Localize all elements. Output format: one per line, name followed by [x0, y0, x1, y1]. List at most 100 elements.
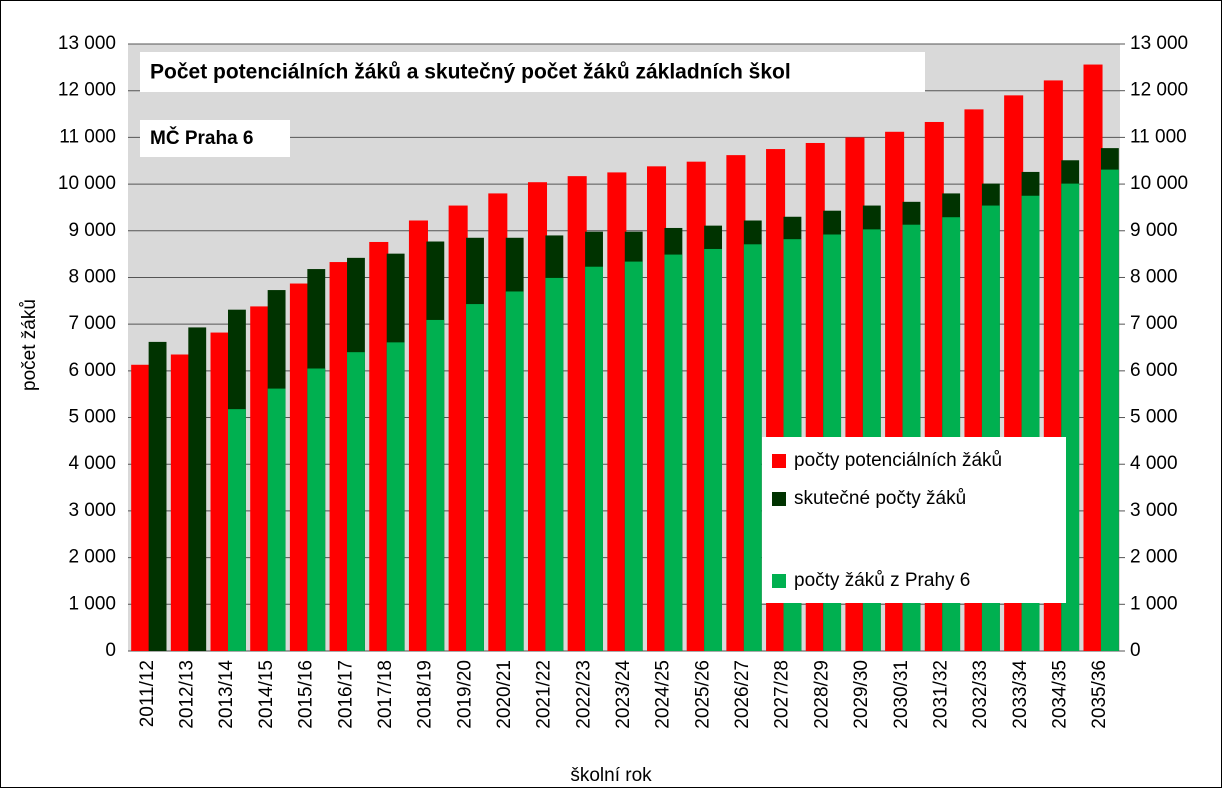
- y2-tick-label: 0: [1130, 640, 1141, 661]
- legend-swatch: [772, 454, 786, 468]
- x-tick-label: 2017/18: [375, 660, 396, 729]
- y2-tick-label: 4 000: [1130, 453, 1178, 474]
- y-tick-label: 12 000: [58, 80, 116, 101]
- bar: [743, 244, 762, 651]
- x-tick-label: 2029/30: [851, 660, 872, 729]
- y-tick-label: 1 000: [68, 593, 116, 614]
- y-tick-label: 9 000: [68, 220, 116, 241]
- bar: [289, 283, 309, 651]
- bar: [545, 277, 564, 651]
- bar: [347, 352, 365, 651]
- bar: [505, 291, 524, 651]
- x-tick-label: 2016/17: [335, 660, 356, 729]
- bar: [488, 193, 508, 651]
- bar: [408, 220, 428, 651]
- x-tick-label: 2026/27: [732, 660, 753, 729]
- y-tick-label: 10 000: [58, 173, 116, 194]
- x-tick-label: 2013/14: [216, 660, 237, 729]
- x-tick-label: 2022/23: [573, 660, 594, 729]
- x-tick-label: 2018/19: [415, 660, 436, 729]
- y2-tick-label: 11 000: [1130, 126, 1187, 147]
- x-axis-label: školní rok: [570, 765, 652, 786]
- bar: [148, 341, 167, 651]
- legend-label: skutečné počty žáků: [794, 488, 966, 509]
- y2-tick-label: 1 000: [1130, 593, 1178, 614]
- legend-swatch: [772, 492, 786, 506]
- bar: [466, 304, 484, 651]
- y2-tick-label: 12 000: [1130, 80, 1188, 101]
- bar: [426, 319, 445, 651]
- bar: [188, 327, 207, 651]
- bar: [267, 388, 286, 651]
- bar: [1083, 64, 1103, 651]
- bar: [307, 368, 326, 651]
- bar: [227, 409, 246, 651]
- y-tick-label: 8 000: [68, 266, 116, 287]
- bar: [329, 262, 349, 651]
- x-tick-label: 2035/36: [1089, 660, 1110, 729]
- subtitle-box: [140, 120, 290, 157]
- x-tick-label: 2011/12: [137, 660, 158, 727]
- chart-subtitle: MČ Praha 6: [150, 127, 253, 149]
- bar: [250, 306, 270, 651]
- y2-tick-label: 10 000: [1130, 173, 1188, 194]
- bar: [704, 248, 723, 651]
- y-tick-label: 4 000: [68, 453, 116, 474]
- y2-tick-label: 8 000: [1130, 266, 1178, 287]
- y-tick-label: 3 000: [68, 500, 116, 521]
- bar: [664, 254, 683, 651]
- x-tick-label: 2020/21: [494, 660, 515, 729]
- y2-tick-label: 7 000: [1130, 313, 1178, 334]
- bar: [624, 261, 643, 651]
- bar: [131, 364, 151, 651]
- x-tick-label: 2028/29: [811, 660, 832, 729]
- bar: [607, 172, 627, 651]
- x-tick-label: 2033/34: [1010, 660, 1031, 729]
- bar: [1100, 169, 1119, 652]
- y-tick-label: 11 000: [59, 126, 116, 147]
- y2-tick-label: 5 000: [1130, 407, 1178, 428]
- y2-tick-label: 6 000: [1130, 360, 1178, 381]
- y-tick-label: 6 000: [68, 360, 116, 381]
- legend-swatch: [772, 574, 786, 588]
- bar: [686, 161, 706, 651]
- y2-tick-label: 13 000: [1130, 33, 1188, 54]
- y-tick-label: 2 000: [68, 547, 116, 568]
- x-tick-label: 2015/16: [296, 660, 317, 729]
- bar: [527, 182, 548, 651]
- x-tick-label: 2012/13: [177, 660, 198, 729]
- bar: [170, 354, 190, 651]
- x-tick-label: 2014/15: [256, 660, 277, 729]
- bar: [567, 176, 587, 652]
- x-tick-label: 2034/35: [1049, 660, 1070, 729]
- bar: [585, 266, 603, 651]
- y2-tick-label: 3 000: [1130, 500, 1178, 521]
- x-tick-label: 2025/26: [692, 660, 713, 729]
- x-tick-label: 2024/25: [653, 660, 674, 729]
- x-tick-label: 2032/33: [970, 660, 991, 729]
- y2-tick-label: 9 000: [1130, 220, 1178, 241]
- y-axis-label: počet žáků: [19, 299, 40, 391]
- x-tick-label: 2019/20: [454, 660, 475, 729]
- bar: [647, 166, 667, 651]
- x-tick-label: 2021/22: [534, 660, 555, 729]
- y-tick-label: 5 000: [68, 407, 116, 428]
- x-tick-label: 2027/28: [772, 660, 793, 729]
- x-tick-label: 2031/32: [930, 660, 951, 729]
- title-box: [140, 52, 925, 92]
- x-tick-label: 2030/31: [891, 660, 912, 729]
- legend-label: počty potenciálních žáků: [794, 450, 1002, 471]
- bar: [726, 155, 746, 651]
- chart-title: Počet potenciálních žáků a skutečný poče…: [150, 61, 791, 84]
- bar: [369, 241, 389, 651]
- legend-label: počty žáků z Prahy 6: [794, 570, 970, 591]
- bar: [386, 342, 405, 651]
- bar: [210, 332, 230, 651]
- y-tick-label: 0: [105, 640, 116, 661]
- y-tick-label: 7 000: [68, 313, 116, 334]
- legend: [762, 437, 1066, 603]
- y-tick-label: 13 000: [58, 33, 116, 54]
- y2-tick-label: 2 000: [1130, 547, 1178, 568]
- x-tick-label: 2023/24: [613, 660, 634, 729]
